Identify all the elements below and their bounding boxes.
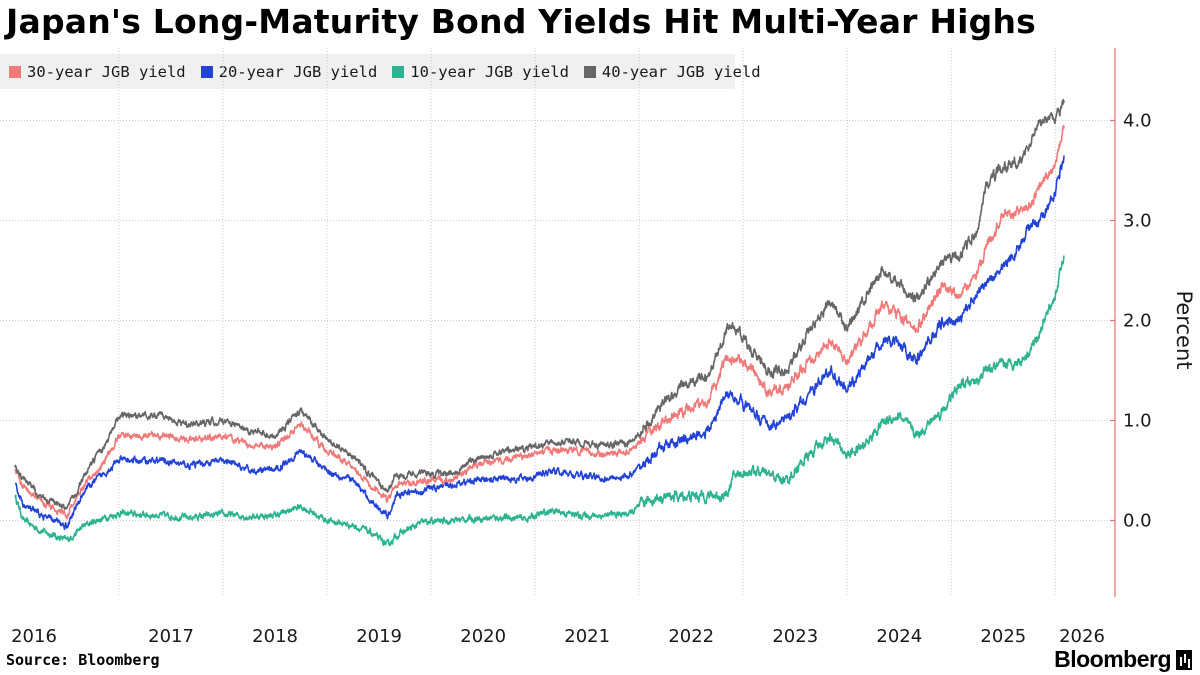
x-tick-label: 2019 — [356, 626, 402, 647]
x-tick-label: 2021 — [564, 626, 610, 647]
legend-label-30y: 30-year JGB yield — [27, 62, 186, 81]
y-tick-label: 1.0 — [1123, 411, 1152, 432]
y-tick-label: 0.0 — [1123, 511, 1152, 532]
brand-logo: Bloomberg — [1054, 646, 1192, 673]
y-tick-label: 2.0 — [1123, 311, 1152, 332]
series-line-30y — [14, 125, 1065, 520]
legend-label-10y: 10-year JGB yield — [410, 62, 569, 81]
x-tick-label: 2020 — [460, 626, 506, 647]
y-axis-label: Percent — [1172, 290, 1196, 369]
legend-label-40y: 40-year JGB yield — [601, 62, 761, 81]
legend-swatch-40y — [583, 65, 596, 78]
legend: 30-year JGB yield 20-year JGB yield 10-y… — [0, 54, 761, 89]
x-tick-label: 2017 — [148, 626, 194, 647]
x-tick-label: 2025 — [980, 626, 1026, 647]
x-tick-label: 2024 — [876, 626, 922, 647]
y-tick-label: 4.0 — [1123, 111, 1152, 132]
bloomberg-terminal-icon — [1176, 649, 1192, 670]
x-tick-label: 2026 — [1059, 626, 1105, 647]
legend-item-20y: 20-year JGB yield — [200, 62, 378, 81]
legend-item-40y: 40-year JGB yield — [583, 62, 761, 81]
legend-label-20y: 20-year JGB yield — [218, 62, 378, 81]
legend-item-30y: 30-year JGB yield — [9, 63, 186, 81]
source-note: Source: Bloomberg — [6, 651, 160, 669]
series-line-20y — [14, 155, 1065, 530]
x-tick-label: 2016 — [11, 626, 57, 647]
legend-item-10y: 10-year JGB yield — [392, 63, 569, 81]
x-tick-label: 2023 — [772, 626, 818, 647]
series-line-10y — [14, 255, 1065, 547]
x-tick-label: 2018 — [252, 626, 298, 647]
legend-swatch-20y — [200, 65, 213, 78]
chart-title: Japan's Long-Maturity Bond Yields Hit Mu… — [6, 2, 1037, 41]
legend-swatch-30y — [9, 65, 21, 78]
y-axis-label-text: Percent — [1172, 290, 1196, 369]
brand-text: Bloomberg — [1054, 646, 1171, 672]
x-tick-label: 2022 — [668, 626, 714, 647]
y-tick-label: 3.0 — [1123, 211, 1152, 232]
series-line-40y — [14, 98, 1065, 511]
legend-swatch-10y — [392, 65, 405, 78]
